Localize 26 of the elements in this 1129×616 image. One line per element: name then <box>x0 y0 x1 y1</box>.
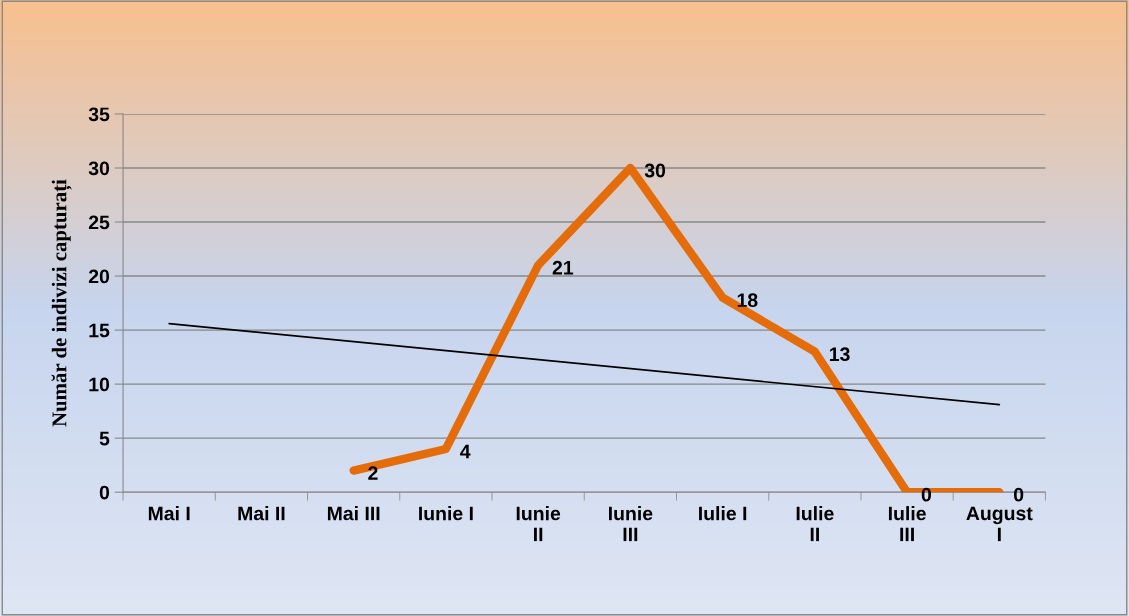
data-label: 18 <box>737 293 758 308</box>
data-label: 4 <box>460 444 471 459</box>
x-tick-label: Iunie II <box>516 506 561 542</box>
x-tick-label: Mai I <box>148 506 190 521</box>
y-tick-label: 0 <box>99 485 110 500</box>
data-label: 2 <box>368 466 378 480</box>
x-tick-label: Iunie III <box>608 506 653 542</box>
y-tick-label: 30 <box>88 161 110 176</box>
y-tick-label: 20 <box>88 269 110 284</box>
y-tick-label: 15 <box>89 323 110 338</box>
x-tick-label: Mai III <box>327 506 380 521</box>
x-tick-label: Iulie I <box>699 506 747 521</box>
y-tick-label: 35 <box>88 107 110 122</box>
data-label: 30 <box>644 163 666 178</box>
x-tick-label: Iulie III <box>888 506 926 542</box>
x-tick-label: August I <box>966 506 1033 542</box>
y-tick-label: 25 <box>88 215 110 230</box>
y-tick-label: 5 <box>99 431 110 446</box>
x-tick-label: Iulie II <box>796 506 834 542</box>
x-tick-label: Iunie I <box>419 506 473 521</box>
x-tick-label: Mai II <box>238 506 285 521</box>
data-label: 13 <box>829 347 850 362</box>
y-tick-label: 10 <box>89 377 110 392</box>
y-axis-title: Număr de indivizi capturați <box>51 179 72 427</box>
data-label: 0 <box>1013 487 1024 502</box>
data-label: 21 <box>552 260 574 275</box>
